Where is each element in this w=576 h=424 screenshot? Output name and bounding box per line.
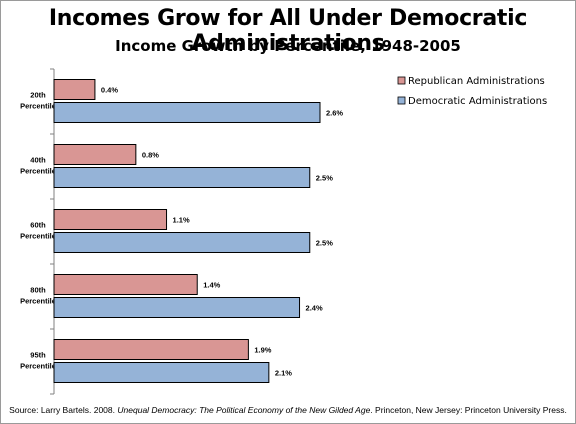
legend-entry: Republican Administrations (408, 76, 545, 87)
data-label: 1.9% (254, 346, 271, 355)
category-label: 95th (30, 351, 46, 360)
bar-democratic (53, 102, 321, 123)
source-book-title: Unequal Democracy: The Political Economy… (117, 405, 371, 415)
chart-title: Incomes Grow for All Under Democratic Ad… (48, 6, 528, 56)
category-label: 20th (30, 91, 46, 100)
data-label: 1.1% (173, 216, 190, 225)
bar-republican (53, 274, 198, 295)
data-label: 2.5% (316, 239, 333, 248)
category-label: 40th (30, 156, 46, 165)
bar-democratic (53, 232, 311, 253)
category-label: Percentile (20, 362, 56, 371)
bar-democratic (53, 362, 270, 383)
category-label: 80th (30, 286, 46, 295)
legend-entry: Democratic Administrations (408, 96, 547, 107)
category-label: Percentile (20, 297, 56, 306)
data-label: 0.8% (142, 151, 159, 160)
category-label: Percentile (20, 167, 56, 176)
source-suffix: . Princeton, New Jersey: Princeton Unive… (370, 405, 567, 415)
bar-republican (53, 339, 249, 360)
data-label: 2.4% (306, 304, 323, 313)
bar-republican (53, 144, 137, 165)
bar-democratic (53, 167, 311, 188)
legend-swatch (397, 96, 406, 105)
legend-swatch (397, 76, 406, 85)
source-prefix: Source: Larry Bartels. 2008. (9, 405, 116, 415)
data-label: 0.4% (101, 86, 118, 95)
data-label: 2.5% (316, 174, 333, 183)
bar-republican (53, 209, 168, 230)
data-label: 2.6% (326, 109, 343, 118)
bar-republican (53, 79, 96, 100)
category-label: Percentile (20, 102, 56, 111)
bar-democratic (53, 297, 301, 318)
data-label: 2.1% (275, 369, 292, 378)
chart-subtitle: Income Growth by Percentile, 1948-2005 (115, 37, 461, 55)
category-label: Percentile (20, 232, 56, 241)
source-note: Source: Larry Bartels. 2008. Unequal Dem… (0, 405, 576, 415)
category-label: 60th (30, 221, 46, 230)
data-label: 1.4% (203, 281, 220, 290)
